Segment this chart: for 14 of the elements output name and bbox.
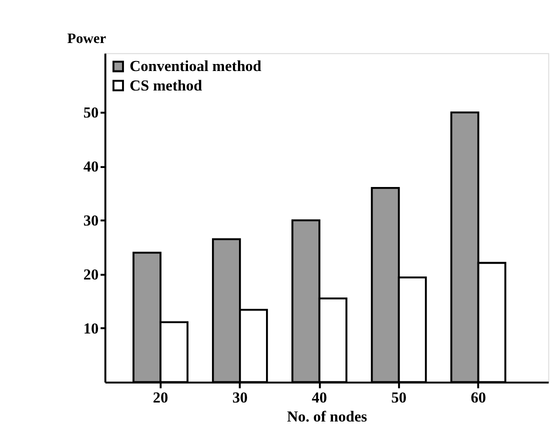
y-tick-label: 40 [83, 158, 100, 176]
x-tick-label: 30 [232, 390, 248, 407]
y-tick-label: 10 [83, 320, 100, 338]
x-tick-label: 50 [391, 390, 407, 407]
legend-label: Conventioal method [130, 58, 262, 76]
y-tick-label: 50 [83, 104, 100, 122]
x-axis-title: No. of nodes [286, 408, 368, 426]
y-tick-label: 30 [83, 212, 100, 230]
x-tick-label: 40 [312, 390, 328, 407]
y-axis-title: Power [67, 31, 107, 48]
legend-label: CS method [130, 77, 203, 94]
x-tick-label: 60 [470, 390, 486, 407]
y-tick-label: 20 [83, 266, 100, 284]
x-tick-label: 20 [152, 390, 168, 407]
